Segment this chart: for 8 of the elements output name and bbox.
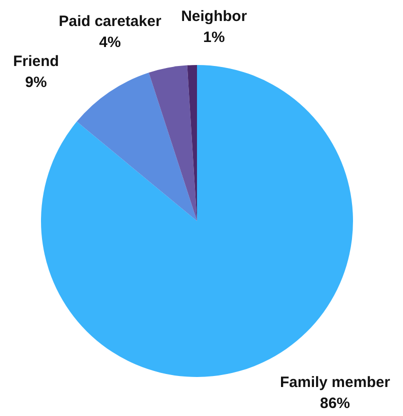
data-label: 4%: [99, 34, 121, 52]
data-label: 86%: [320, 395, 350, 412]
data-label: 9%: [25, 74, 47, 92]
slice-label: Paid caretaker: [58, 13, 162, 30]
slice-label: Neighbor: [181, 8, 248, 26]
slice-label: Family member: [280, 374, 390, 392]
data-label: 1%: [203, 29, 225, 46]
slice-label: Friend: [13, 53, 59, 70]
